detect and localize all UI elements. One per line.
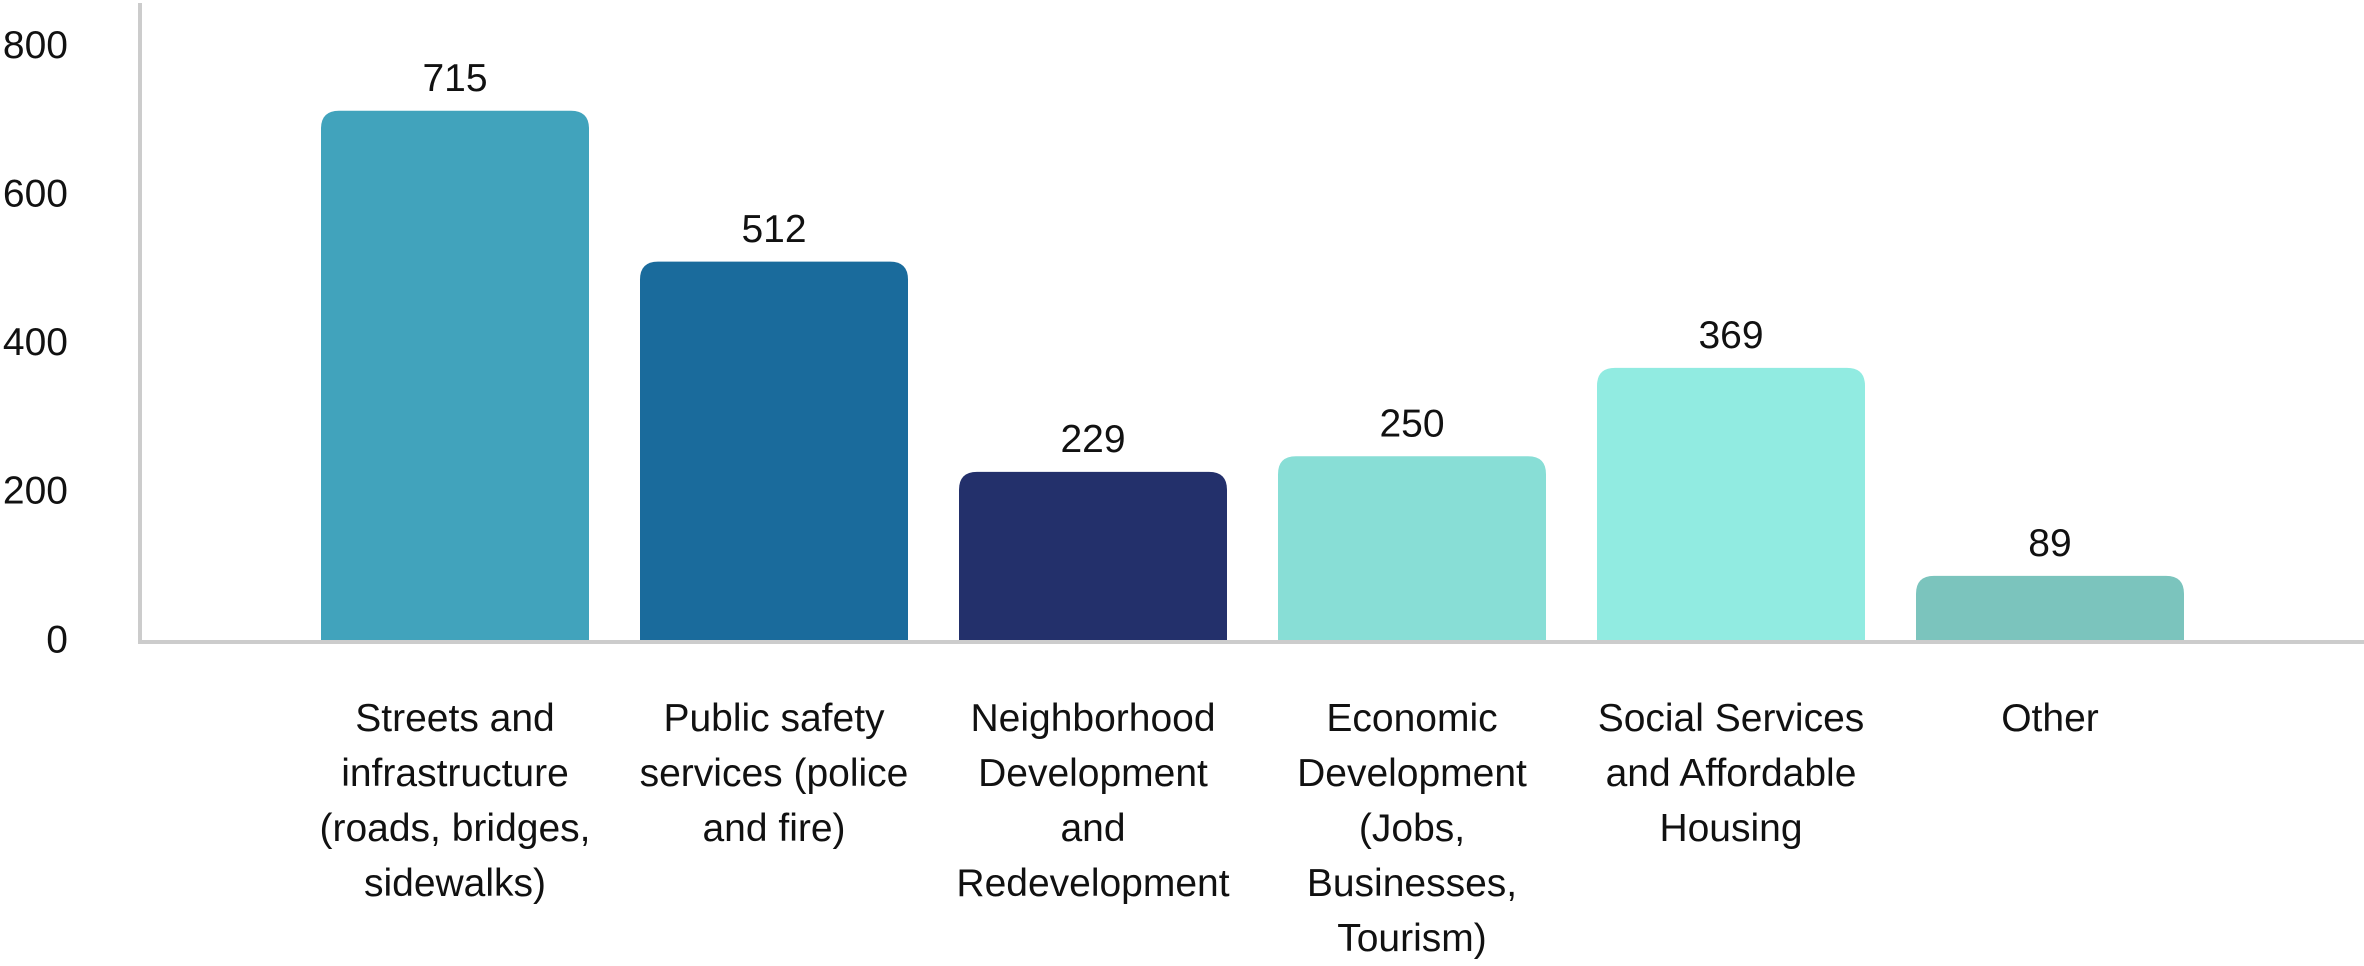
bar <box>640 261 908 642</box>
y-tick-label: 600 <box>3 172 68 215</box>
data-label: 715 <box>422 57 487 100</box>
bar <box>1278 456 1546 642</box>
y-tick-label: 800 <box>3 24 68 67</box>
x-tick-label: Economic Development (Jobs, Businesses, Tour… <box>1297 697 1527 960</box>
bar <box>959 471 1227 642</box>
y-tick-label: 200 <box>3 470 68 513</box>
data-label: 89 <box>2028 522 2071 565</box>
bar <box>1597 367 1865 642</box>
data-label: 369 <box>1698 314 1763 357</box>
x-tick-label: Streets and infrastructure (roads, bridges… <box>320 697 591 905</box>
x-tick-label: Public safety services (police and fire) <box>640 697 909 850</box>
bar <box>1916 575 2184 642</box>
data-label: 250 <box>1379 403 1444 446</box>
x-tick-label: Social Services and Affordable Housing <box>1598 697 1865 850</box>
y-tick-label: 0 <box>46 618 68 661</box>
x-tick-label: Neighborhood Development and Redevelopment <box>956 697 1229 905</box>
y-tick-label: 400 <box>3 321 68 364</box>
bar <box>321 110 589 642</box>
x-tick-label: Other <box>2001 697 2099 740</box>
data-label: 229 <box>1060 418 1125 461</box>
data-label: 512 <box>741 208 806 251</box>
